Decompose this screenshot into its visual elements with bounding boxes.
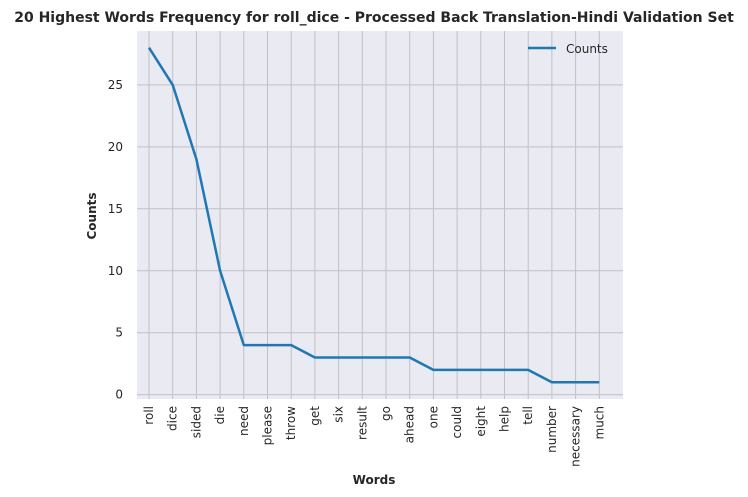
series-line-counts xyxy=(147,47,600,384)
y-axis-label: Counts xyxy=(85,192,99,239)
grid-lines xyxy=(137,31,623,399)
x-tick-label: result xyxy=(355,406,369,440)
x-tick-label: eight xyxy=(474,406,488,437)
x-tick-label: throw xyxy=(284,406,298,440)
x-tick-label: number xyxy=(545,406,559,453)
x-tick-label: could xyxy=(450,406,464,439)
x-tick-label: roll xyxy=(142,406,156,425)
x-tick-label: six xyxy=(332,406,346,423)
x-tick-label: help xyxy=(498,406,512,432)
x-tick-label: necessary xyxy=(569,406,583,467)
y-tick-label: 5 xyxy=(115,326,123,340)
legend: Counts xyxy=(528,42,608,56)
x-tick-label: get xyxy=(308,406,322,426)
y-tick-label: 0 xyxy=(115,388,123,402)
y-tick-label: 15 xyxy=(108,202,123,216)
x-tick-label: please xyxy=(261,406,275,445)
y-tick-label: 25 xyxy=(108,78,123,92)
x-tick-label: ahead xyxy=(403,406,417,443)
x-tick-label: one xyxy=(426,406,440,428)
series-layer xyxy=(147,47,600,384)
x-tick-label: sided xyxy=(189,406,203,438)
x-tick-label: much xyxy=(592,406,606,440)
x-axis-label: Words xyxy=(353,473,396,487)
y-tick-label: 20 xyxy=(108,140,123,154)
chart-title: 20 Highest Words Frequency for roll_dice… xyxy=(14,10,734,26)
x-tick-label: dice xyxy=(166,406,180,431)
x-tick-label: tell xyxy=(521,406,535,425)
x-tick-label: die xyxy=(213,406,227,424)
y-tick-label: 10 xyxy=(108,264,123,278)
x-axis-ticks: roll dice sided die need please throw get six res… xyxy=(142,406,606,467)
legend-label: Counts xyxy=(566,42,608,56)
y-axis-ticks: 0 5 10 15 20 25 xyxy=(108,78,123,402)
plot-area xyxy=(137,31,623,399)
x-tick-label: go xyxy=(379,406,393,421)
x-tick-label: need xyxy=(237,406,251,436)
